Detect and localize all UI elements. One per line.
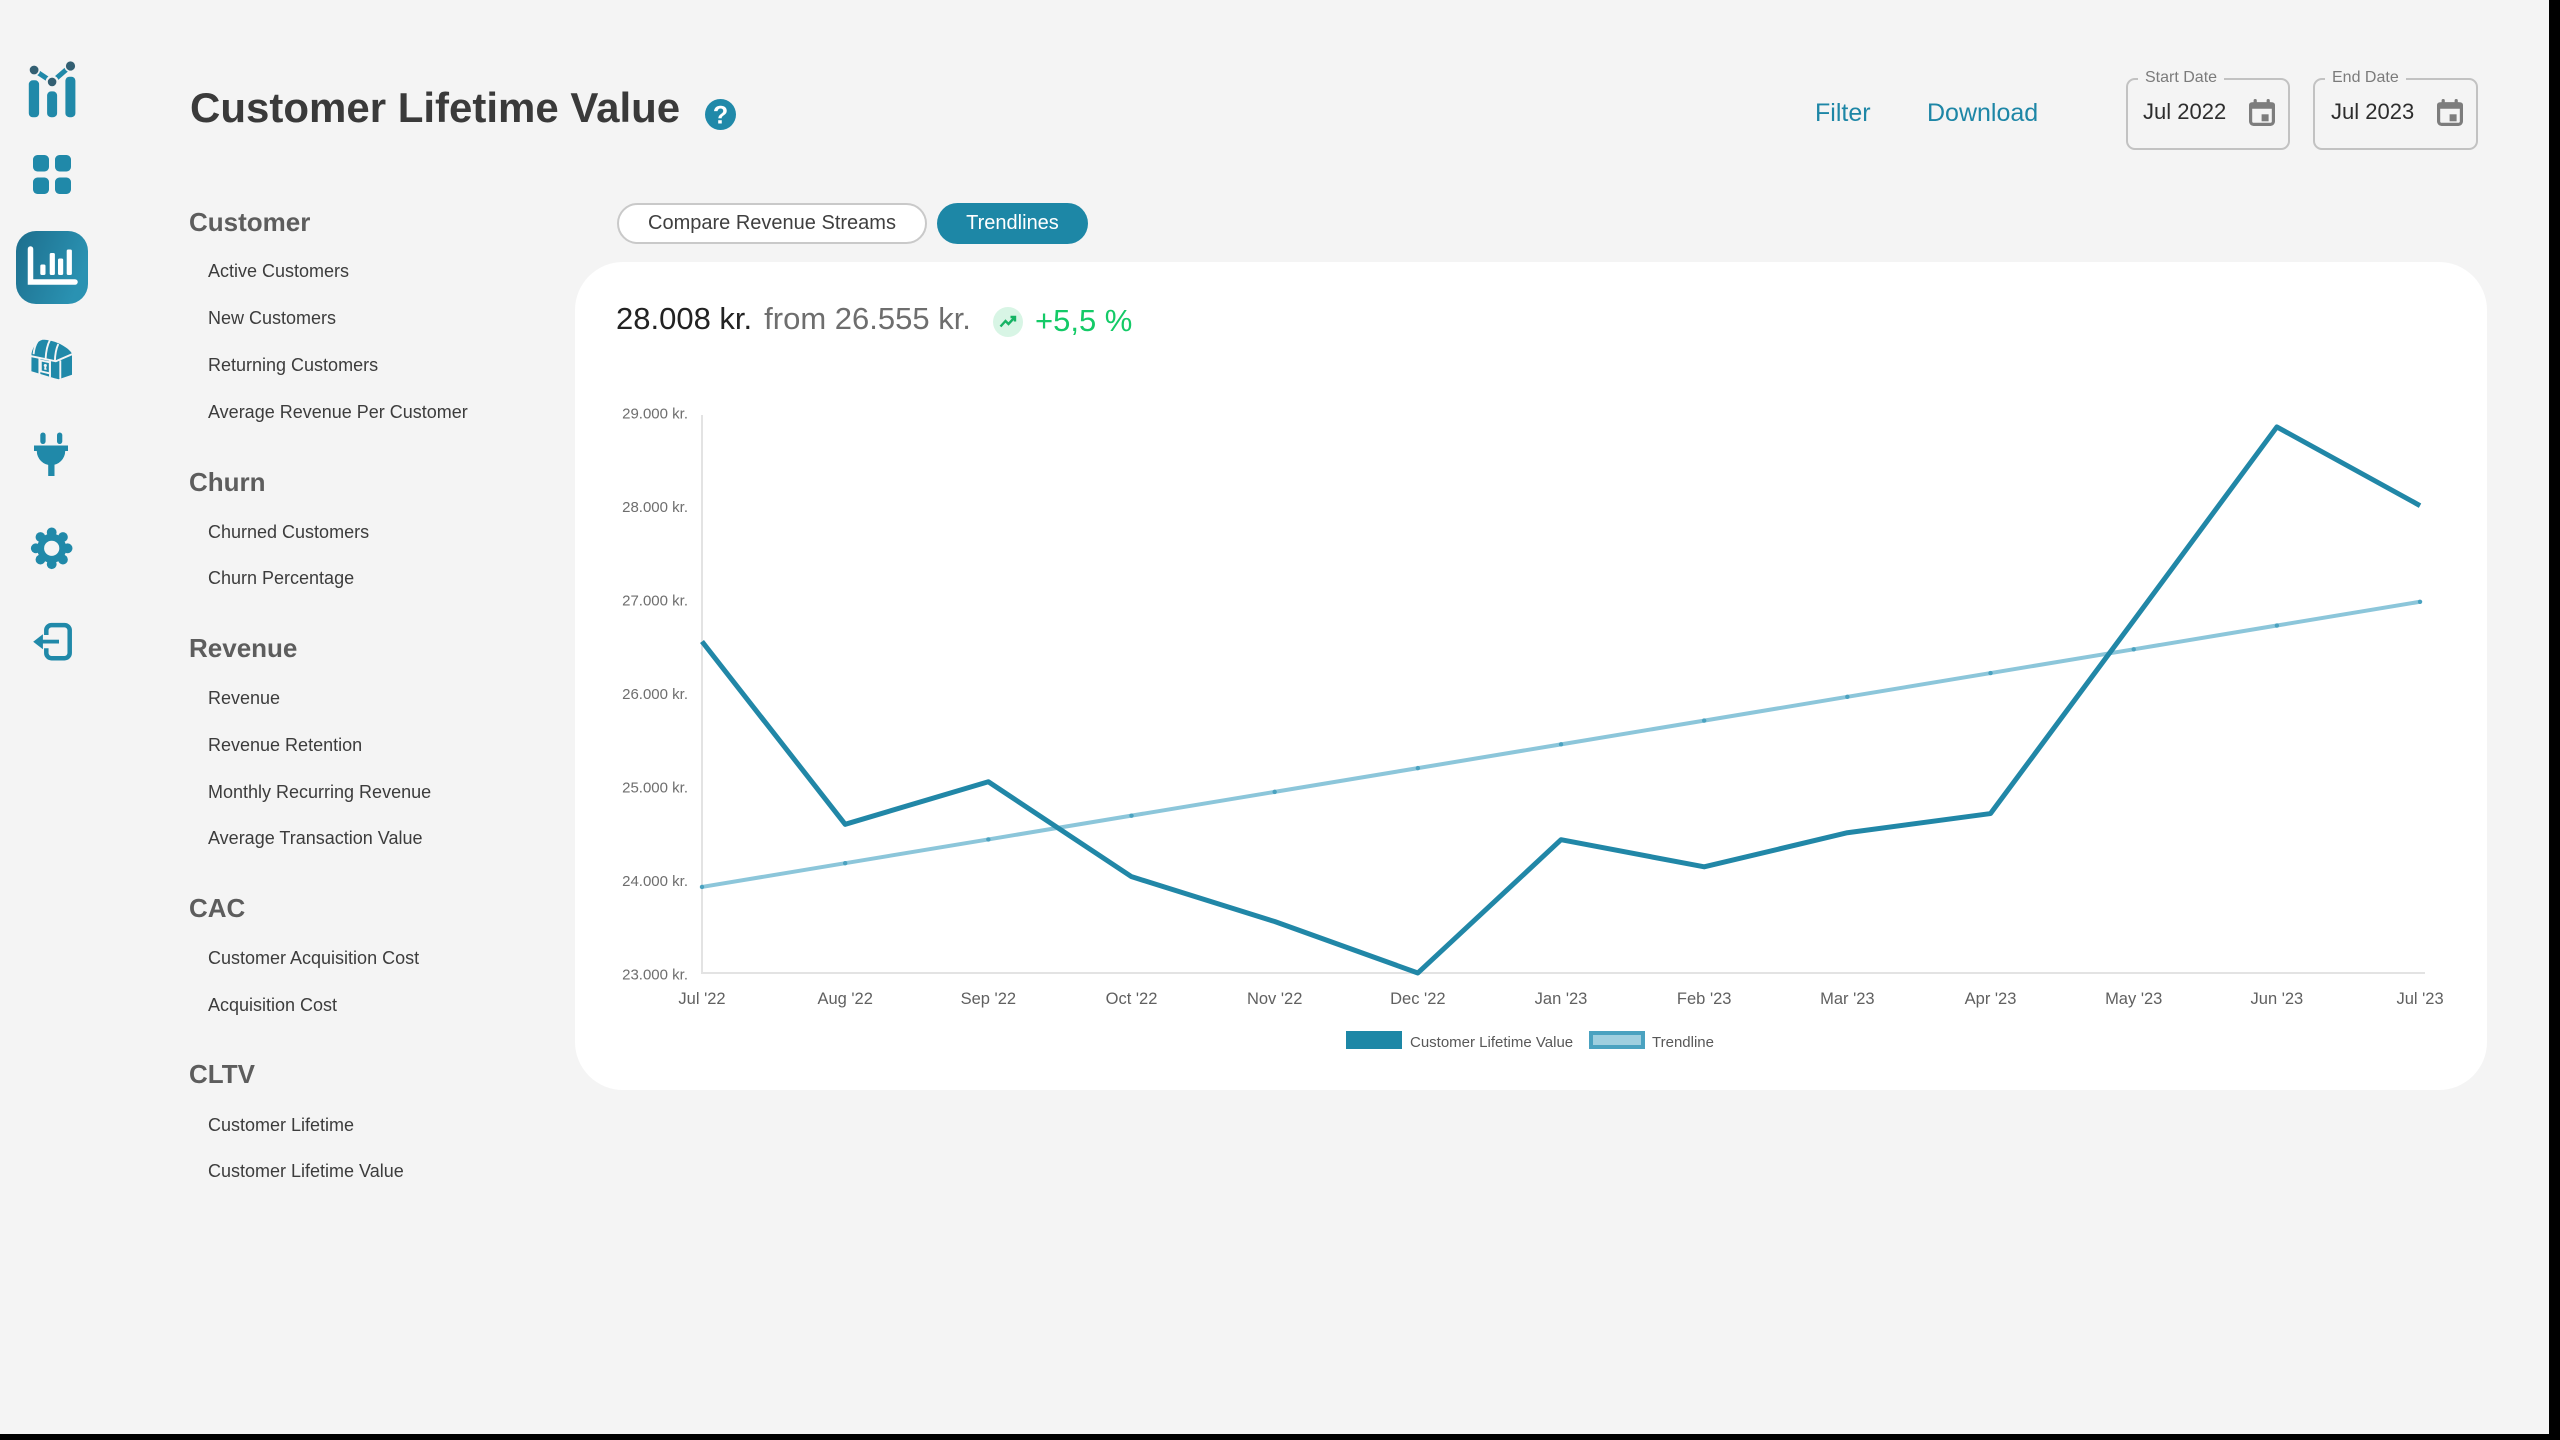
svg-text:Nov '22: Nov '22	[1247, 990, 1302, 1008]
svg-text:Feb '23: Feb '23	[1677, 990, 1732, 1008]
svg-text:?: ?	[713, 102, 728, 130]
svg-text:May '23: May '23	[2105, 990, 2162, 1008]
svg-text:26.000 kr.: 26.000 kr.	[622, 686, 688, 703]
svg-text:Aug '22: Aug '22	[817, 990, 872, 1008]
svg-text:27.000 kr.: 27.000 kr.	[622, 592, 688, 609]
svg-text:Jun '23: Jun '23	[2251, 990, 2304, 1008]
svg-text:Oct '22: Oct '22	[1106, 990, 1158, 1008]
svg-text:Trendline: Trendline	[1652, 1034, 1714, 1051]
svg-text:25.000 kr.: 25.000 kr.	[622, 779, 688, 796]
svg-text:Apr '23: Apr '23	[1965, 990, 2017, 1008]
svg-text:23.000 kr.: 23.000 kr.	[622, 966, 688, 983]
svg-text:24.000 kr.: 24.000 kr.	[622, 873, 688, 890]
svg-text:Dec '22: Dec '22	[1390, 990, 1445, 1008]
svg-text:Jul '22: Jul '22	[678, 990, 725, 1008]
svg-text:Customer Lifetime Value: Customer Lifetime Value	[1410, 1034, 1573, 1051]
svg-text:Jan '23: Jan '23	[1535, 990, 1588, 1008]
svg-text:Mar '23: Mar '23	[1820, 990, 1875, 1008]
svg-text:Sep '22: Sep '22	[961, 990, 1016, 1008]
svg-text:28.000 kr.: 28.000 kr.	[622, 499, 688, 516]
svg-text:29.000 kr.: 29.000 kr.	[622, 405, 688, 422]
svg-text:Jul '23: Jul '23	[2396, 990, 2443, 1008]
